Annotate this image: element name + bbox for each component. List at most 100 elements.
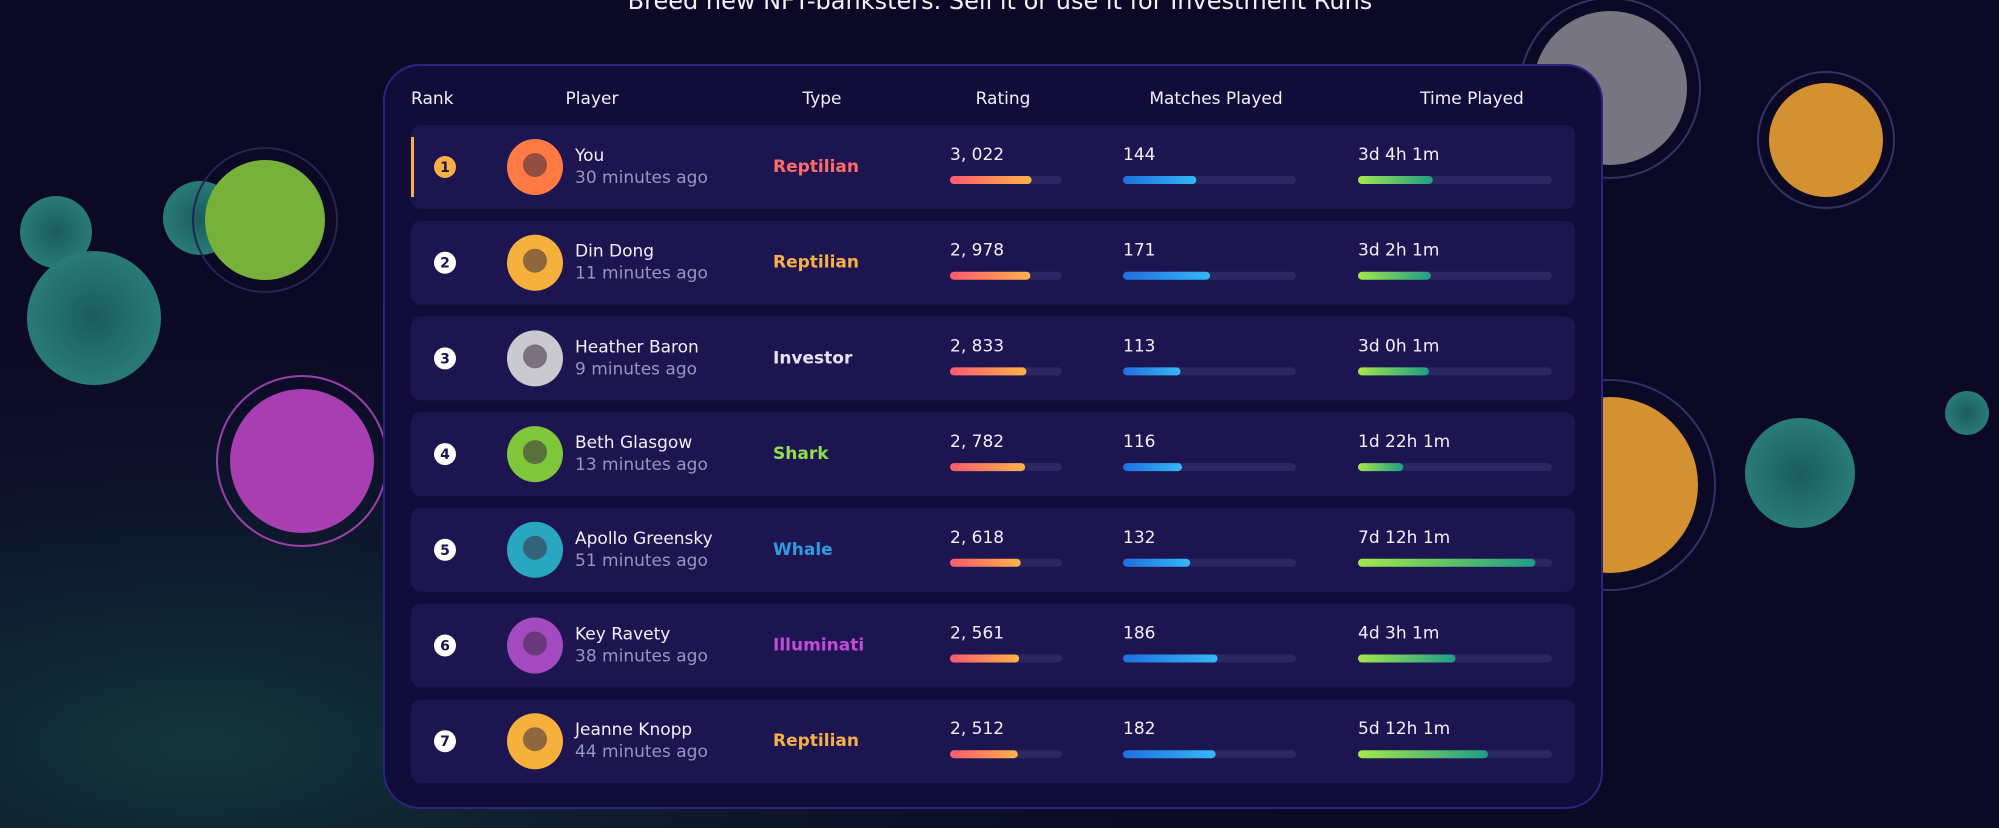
player-name: Apollo Greensky xyxy=(575,529,713,549)
progress-fill xyxy=(950,367,1027,376)
progress-track xyxy=(1358,463,1552,472)
rank-badge xyxy=(434,538,456,561)
time-played: 4d 3h 1m xyxy=(1358,624,1439,644)
progress-fill xyxy=(1358,463,1404,472)
progress-fill xyxy=(1123,750,1216,759)
column-header: Type xyxy=(801,89,841,109)
avatar-figure xyxy=(523,153,547,177)
player-type: Reptilian xyxy=(773,253,859,273)
player-name: Key Ravety xyxy=(575,625,670,645)
progress-fill xyxy=(1358,750,1489,759)
player-type: Shark xyxy=(773,444,829,464)
last-seen: 44 minutes ago xyxy=(575,742,708,762)
column-header: Rating xyxy=(976,89,1031,109)
matches-played: 132 xyxy=(1123,528,1155,548)
rank-number: 5 xyxy=(440,543,450,559)
avatar-figure xyxy=(523,631,547,656)
last-seen: 38 minutes ago xyxy=(575,647,708,667)
matches-played: 116 xyxy=(1123,432,1155,452)
column-header: Matches Played xyxy=(1149,89,1282,109)
matches-played: 171 xyxy=(1123,241,1155,261)
last-seen: 30 minutes ago xyxy=(575,168,708,188)
avatar-figure xyxy=(523,727,547,752)
row-background xyxy=(411,220,1575,305)
row-background xyxy=(411,603,1575,688)
progress-fill xyxy=(950,750,1018,759)
subtitle: Breed new NFT-banksters. Sell it or use … xyxy=(628,0,1373,15)
progress-fill xyxy=(1358,271,1431,280)
rating: 2, 978 xyxy=(950,241,1004,261)
last-seen: 9 minutes ago xyxy=(575,359,697,379)
progress-fill xyxy=(1123,176,1197,184)
row-background xyxy=(411,699,1575,784)
player-type: Reptilian xyxy=(773,731,859,751)
progress-fill xyxy=(1123,558,1191,567)
progress-fill xyxy=(950,654,1020,663)
last-seen: 51 minutes ago xyxy=(575,551,708,571)
time-played: 3d 0h 1m xyxy=(1358,336,1439,356)
player-name: Heather Baron xyxy=(575,337,699,357)
rating: 2, 618 xyxy=(950,528,1004,548)
progress-fill xyxy=(1358,367,1429,376)
row-background xyxy=(411,125,1575,209)
rating: 2, 561 xyxy=(950,624,1004,644)
rank-badge xyxy=(434,443,456,466)
time-played: 7d 12h 1m xyxy=(1358,528,1450,548)
progress-fill xyxy=(1358,176,1433,184)
progress-fill xyxy=(950,558,1021,567)
rank-badge xyxy=(434,634,456,657)
progress-fill xyxy=(1123,271,1211,280)
rating: 2, 512 xyxy=(950,719,1004,739)
rank-number: 3 xyxy=(440,351,450,367)
player-type: Investor xyxy=(773,348,853,368)
avatar-figure xyxy=(523,440,547,465)
decor xyxy=(20,0,1989,591)
rank-number: 4 xyxy=(440,447,450,463)
rating: 3, 022 xyxy=(950,145,1004,165)
time-played: 3d 4h 1m xyxy=(1358,145,1439,165)
rank-badge xyxy=(434,347,456,370)
matches-played: 186 xyxy=(1123,624,1155,644)
progress-fill xyxy=(950,463,1026,472)
time-played: 5d 12h 1m xyxy=(1358,719,1450,739)
row-background xyxy=(411,316,1575,401)
player-type: Whale xyxy=(773,540,833,560)
time-played: 3d 2h 1m xyxy=(1358,241,1439,261)
player-name: Jeanne Knopp xyxy=(574,720,692,740)
time-played: 1d 22h 1m xyxy=(1358,432,1450,452)
last-seen: 13 minutes ago xyxy=(575,455,708,475)
avatar-figure xyxy=(523,535,547,560)
row-highlight xyxy=(411,137,414,197)
progress-fill xyxy=(950,176,1032,184)
player-type: Illuminati xyxy=(773,636,864,656)
player-name: Din Dong xyxy=(575,242,654,262)
rating: 2, 782 xyxy=(950,432,1004,452)
progress-fill xyxy=(1123,654,1218,663)
matches-played: 113 xyxy=(1123,336,1155,356)
rating: 2, 833 xyxy=(950,336,1004,356)
avatar-figure xyxy=(523,248,547,273)
table-header: Rank Player Type Rating Matches Played Time P… xyxy=(411,89,1524,109)
rank-badge xyxy=(434,730,456,753)
row-background xyxy=(411,412,1575,497)
last-seen: 11 minutes ago xyxy=(575,264,708,284)
column-header: Rank xyxy=(411,89,454,109)
row-background xyxy=(411,507,1575,592)
progress-fill xyxy=(950,271,1031,280)
rank-number: 1 xyxy=(440,160,450,176)
matches-played: 182 xyxy=(1123,719,1155,739)
progress-fill xyxy=(1123,463,1183,472)
rank-badge xyxy=(434,251,456,274)
progress-fill xyxy=(1123,367,1181,376)
avatar-figure xyxy=(523,344,547,369)
